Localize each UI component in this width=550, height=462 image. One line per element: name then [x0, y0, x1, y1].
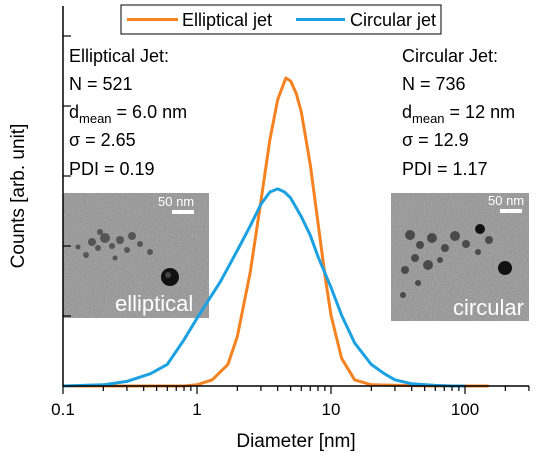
dark-particle-right-1: [475, 224, 485, 234]
scale-bar-right: [500, 209, 522, 213]
x-tick-label: 1: [192, 400, 201, 419]
annotation-right-dmean-value: = 12 nm: [445, 102, 516, 122]
inset-image-right: 50 nm circular: [391, 193, 529, 321]
inset-label-left: elliptical: [115, 291, 193, 316]
annotation-right-heading: Circular Jet:: [402, 46, 498, 66]
annotation-left-dmean-sub: mean: [79, 111, 112, 126]
annotation-left-sigma-value: = 2.65: [80, 130, 136, 150]
annotation-left-dmean-value: = 6.0 nm: [112, 102, 188, 122]
y-axis-title: Counts [arb. unit]: [8, 124, 29, 269]
scale-bar-left: [172, 210, 194, 214]
scale-bar-label-left: 50 nm: [158, 194, 194, 209]
inset-label-right: circular: [453, 295, 524, 320]
annotation-right-sigma-value: = 12.9: [413, 130, 469, 150]
y-ticks: [63, 35, 71, 317]
x-ticks: [62, 386, 530, 394]
annotation-left-sigma-symbol: σ: [69, 130, 80, 150]
legend: Elliptical jet Circular jet: [120, 4, 442, 35]
annotation-right: Circular Jet: N = 736 dmean = 12 nm σ = …: [402, 46, 515, 179]
particle-clusters-right: [400, 230, 493, 298]
scale-bar-label-right: 50 nm: [488, 193, 524, 208]
annotation-left-sigma: σ = 2.65: [69, 130, 136, 150]
x-tick-label: 100: [451, 400, 479, 419]
dark-particle-right-2: [498, 261, 512, 275]
annotation-left-heading: Elliptical Jet:: [69, 46, 169, 66]
series-line-elliptical-jet: [63, 76, 489, 388]
x-tick-labels: 0.1 1 10 100: [51, 400, 479, 419]
x-tick-label: 10: [322, 400, 341, 419]
annotation-left-pdi: PDI = 0.19: [69, 159, 155, 179]
legend-label-elliptical: Elliptical jet: [182, 10, 272, 30]
annotation-right-dmean-sub: mean: [412, 111, 445, 126]
annotation-right-dmean-prefix: d: [402, 102, 412, 122]
annotation-right-sigma: σ = 12.9: [402, 130, 469, 150]
annotation-right-pdi: PDI = 1.17: [402, 159, 488, 179]
x-axis-title: Diameter [nm]: [236, 431, 355, 452]
inset-image-left: 50 nm elliptical: [63, 193, 209, 318]
annotation-right-dmean: dmean = 12 nm: [402, 102, 515, 126]
annotation-right-sigma-symbol: σ: [402, 130, 413, 150]
series-layer: [62, 76, 489, 388]
annotation-left-dmean: dmean = 6.0 nm: [69, 102, 187, 126]
annotation-right-n: N = 736: [402, 74, 466, 94]
annotation-left: Elliptical Jet: N = 521 dmean = 6.0 nm σ…: [69, 46, 187, 179]
series-line-circular-jet: [62, 187, 465, 388]
annotation-left-dmean-prefix: d: [69, 102, 79, 122]
particle-clusters-left: [75, 229, 153, 261]
annotation-left-n: N = 521: [69, 74, 133, 94]
legend-label-circular: Circular jet: [350, 10, 436, 30]
x-tick-label: 0.1: [51, 400, 75, 419]
